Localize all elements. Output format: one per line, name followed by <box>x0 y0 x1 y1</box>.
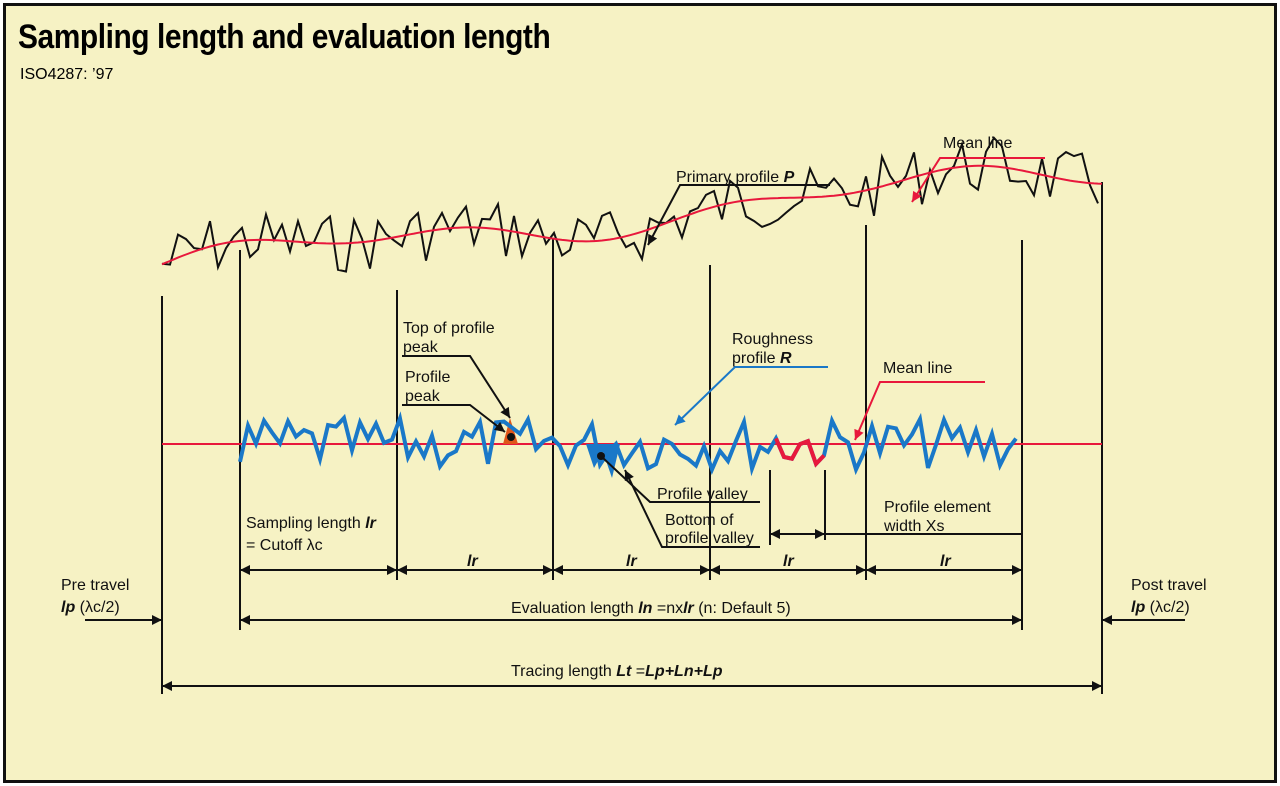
lr-label-5: lr <box>940 553 951 570</box>
top-peak-leader <box>402 355 511 419</box>
diagram-frame <box>3 3 1277 783</box>
primary-mean-line <box>161 164 1103 266</box>
post-travel-label-2: lp (λc/2) <box>1131 599 1190 616</box>
sampling-length-label-1: Sampling length lr <box>246 515 377 532</box>
profile-valley-fill <box>586 444 620 478</box>
profile-peak-label-2: peak <box>405 388 441 405</box>
bottom-valley-label-1: Bottom of <box>665 512 734 529</box>
diagram-title: Sampling length and evaluation length <box>18 18 551 56</box>
pre-travel-label-1: Pre travel <box>61 577 129 594</box>
roughness-label-2: profile R <box>732 350 792 367</box>
roughness-label-1: Roughness <box>732 331 813 348</box>
primary-profile <box>161 136 1099 273</box>
primary-profile-label: Primary profile P <box>676 169 795 186</box>
mean-line-top-label: Mean line <box>943 135 1012 152</box>
roughness-leader <box>674 366 828 426</box>
profile-peak-leader <box>402 404 506 433</box>
diagram-subtitle: ISO4287: ’97 <box>20 66 114 83</box>
profile-valley-leader <box>602 457 760 503</box>
lr-label-2: lr <box>467 553 478 570</box>
profile-element-highlight <box>774 437 826 468</box>
mean-line-bottom-leader <box>854 381 985 441</box>
sampling-boundaries <box>161 182 1103 694</box>
lr-label-3: lr <box>626 553 637 570</box>
profile-valley-label: Profile valley <box>657 486 748 503</box>
mean-line-top-leader <box>911 157 1045 203</box>
pre-travel-label-2: lp (λc/2) <box>61 599 120 616</box>
element-width-label-2: width Xs <box>883 518 944 535</box>
peak-top-dot <box>507 433 515 441</box>
profile-peak-label-1: Profile <box>405 369 450 386</box>
bottom-valley-leader <box>624 469 760 548</box>
evaluation-length-label: Evaluation length ln =nxlr (n: Default 5… <box>511 600 791 617</box>
top-of-peak-label-1: Top of profile <box>403 320 495 337</box>
sampling-length-label-2: = Cutoff λc <box>246 537 323 554</box>
tracing-length-label: Tracing length Lt =Lp+Ln+Lp <box>511 663 723 680</box>
primary-profile-leader <box>647 184 830 246</box>
post-travel-label-1: Post travel <box>1131 577 1207 594</box>
top-of-peak-label-2: peak <box>403 339 439 356</box>
roughness-profile <box>238 411 1018 477</box>
mean-line-bottom-label: Mean line <box>883 360 952 377</box>
bottom-valley-label-2: profile valley <box>665 530 754 547</box>
lr-label-4: lr <box>783 553 794 570</box>
element-width-label-1: Profile element <box>884 499 991 516</box>
